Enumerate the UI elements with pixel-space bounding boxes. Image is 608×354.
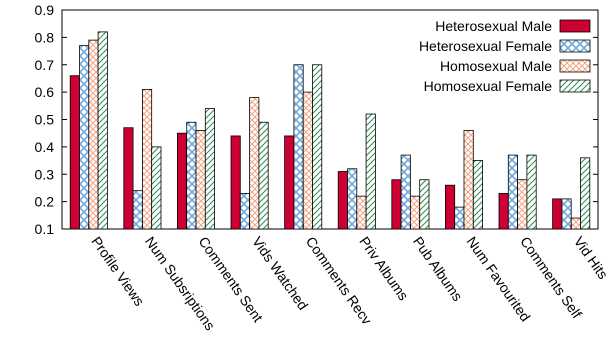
bar-homosexual-male	[570, 217, 581, 230]
bar-homosexual-male	[88, 39, 99, 230]
bar-heterosexual-female	[132, 190, 143, 230]
bar-heterosexual-female	[561, 198, 572, 230]
bar-homosexual-male	[249, 97, 260, 230]
y-tick-label: 0.1	[35, 221, 55, 237]
x-tick-label: Vids Watched	[249, 234, 311, 313]
bar-heterosexual-female	[79, 45, 90, 230]
bar-heterosexual-male	[69, 75, 80, 230]
bar-heterosexual-male	[230, 135, 241, 230]
y-tick-label: 0.5	[35, 112, 55, 128]
bar-homosexual-female	[204, 108, 216, 230]
legend-label: Heterosexual Male	[435, 18, 552, 34]
bar-homosexual-male	[195, 130, 206, 230]
x-tick-label: Vid Hits	[571, 234, 608, 282]
bar-homosexual-female	[365, 113, 376, 230]
bar-homosexual-female	[526, 154, 537, 230]
y-tick-label: 0.6	[35, 84, 55, 100]
bar-heterosexual-male	[391, 179, 402, 230]
bar-homosexual-male	[302, 91, 313, 230]
legend-label: Heterosexual Female	[419, 38, 552, 54]
bar-homosexual-female	[151, 146, 162, 230]
bar-homosexual-male	[141, 88, 153, 230]
y-tick-label: 0.9	[35, 2, 55, 18]
bar-heterosexual-male	[552, 198, 563, 230]
bar-heterosexual-male	[444, 184, 456, 230]
bar-homosexual-female	[312, 64, 323, 230]
bar-heterosexual-female	[347, 168, 358, 230]
y-tick-label: 0.7	[35, 57, 55, 73]
bar-homosexual-female	[258, 121, 269, 230]
bar-heterosexual-male	[284, 135, 295, 230]
bar-heterosexual-male	[176, 132, 188, 230]
y-tick-label: 0.4	[35, 139, 55, 155]
x-tick-label: Priv Albums	[356, 234, 412, 304]
bar-homosexual-male	[517, 179, 528, 230]
bar-heterosexual-female	[400, 154, 411, 230]
bar-homosexual-female	[580, 157, 591, 230]
bar-heterosexual-female	[507, 154, 518, 230]
bar-heterosexual-female	[239, 193, 251, 230]
bar-heterosexual-male	[337, 171, 348, 230]
legend-label: Homosexual Female	[424, 78, 553, 94]
legend-swatch	[559, 59, 591, 73]
bar-homosexual-male	[463, 130, 474, 230]
bar-homosexual-female	[472, 160, 483, 230]
bar-heterosexual-female	[454, 206, 465, 230]
y-tick-label: 0.2	[35, 194, 55, 210]
legend-swatch	[559, 19, 591, 33]
x-tick-label: Pub Albums	[410, 234, 466, 304]
legend-swatch	[559, 79, 591, 93]
bar-heterosexual-male	[123, 127, 134, 230]
legend-label: Homosexual Male	[440, 58, 552, 74]
bar-homosexual-female	[97, 31, 108, 230]
bar-heterosexual-female	[186, 121, 197, 230]
bar-heterosexual-female	[293, 64, 304, 230]
legend: Heterosexual Male Heterosexual Female Homo…	[419, 18, 591, 94]
bar-homosexual-female	[419, 179, 430, 230]
bar-homosexual-male	[356, 195, 367, 230]
bar-heterosexual-male	[498, 193, 509, 230]
y-tick-label: 0.8	[35, 29, 55, 45]
bar-homosexual-male	[409, 195, 421, 230]
y-tick-label: 0.3	[35, 166, 55, 182]
x-tick-label: Profile Views	[88, 234, 147, 309]
legend-swatch	[559, 39, 591, 53]
